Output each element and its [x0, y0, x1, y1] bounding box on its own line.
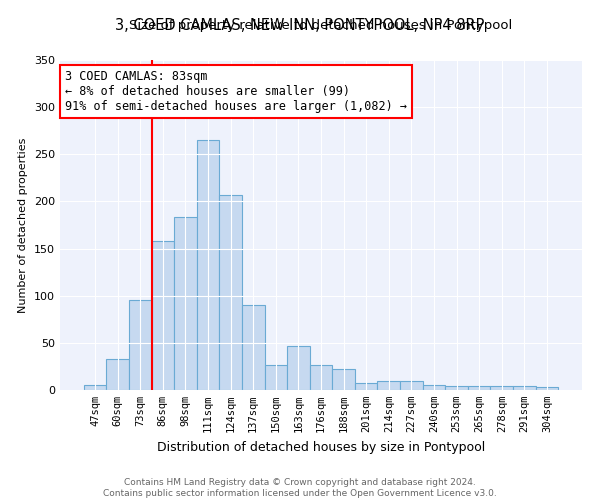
Bar — [513, 386, 536, 390]
Bar — [106, 359, 129, 390]
Y-axis label: Number of detached properties: Number of detached properties — [19, 138, 28, 312]
Bar — [536, 387, 558, 390]
Text: Contains HM Land Registry data © Crown copyright and database right 2024.
Contai: Contains HM Land Registry data © Crown c… — [103, 478, 497, 498]
Text: 3 COED CAMLAS: 83sqm
← 8% of detached houses are smaller (99)
91% of semi-detach: 3 COED CAMLAS: 83sqm ← 8% of detached ho… — [65, 70, 407, 113]
Bar — [468, 386, 490, 390]
Title: Size of property relative to detached houses in Pontypool: Size of property relative to detached ho… — [130, 20, 512, 32]
Bar — [174, 218, 197, 390]
Bar — [220, 195, 242, 390]
Bar — [197, 140, 220, 390]
Bar — [152, 241, 174, 390]
Bar — [310, 364, 332, 390]
Bar — [129, 300, 152, 390]
Bar — [422, 386, 445, 390]
Bar — [84, 386, 106, 390]
Bar — [265, 364, 287, 390]
Bar — [355, 384, 377, 390]
Bar — [332, 370, 355, 390]
Bar — [400, 380, 422, 390]
Bar — [490, 386, 513, 390]
Bar — [287, 346, 310, 390]
Bar — [377, 380, 400, 390]
X-axis label: Distribution of detached houses by size in Pontypool: Distribution of detached houses by size … — [157, 440, 485, 454]
Bar — [445, 386, 468, 390]
Bar — [242, 305, 265, 390]
Text: 3, COED CAMLAS, NEW INN, PONTYPOOL, NP4 8RP: 3, COED CAMLAS, NEW INN, PONTYPOOL, NP4 … — [115, 18, 485, 32]
